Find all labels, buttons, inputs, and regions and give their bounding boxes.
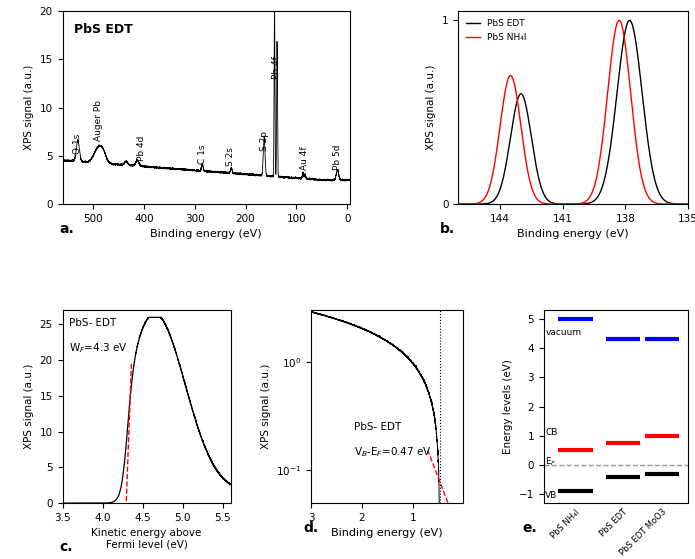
Y-axis label: XPS signal (a.u.): XPS signal (a.u.) xyxy=(427,65,436,150)
Y-axis label: XPS signal (a.u.): XPS signal (a.u.) xyxy=(261,364,270,449)
Text: Pb 4f: Pb 4f xyxy=(272,56,281,79)
Text: PbS- EDT: PbS- EDT xyxy=(354,422,401,432)
Text: e.: e. xyxy=(522,521,537,535)
Text: S 2s: S 2s xyxy=(226,146,235,165)
Text: PbS- EDT: PbS- EDT xyxy=(70,318,117,328)
Text: PbS EDT: PbS EDT xyxy=(598,508,630,539)
Y-axis label: XPS signal (a.u.): XPS signal (a.u.) xyxy=(24,65,34,150)
Text: Au 4f: Au 4f xyxy=(300,146,309,170)
Text: PbS NH₄I: PbS NH₄I xyxy=(549,508,582,540)
Text: PbS EDT MoO3: PbS EDT MoO3 xyxy=(618,508,669,558)
Text: C 1s: C 1s xyxy=(198,144,207,164)
Text: O 1s: O 1s xyxy=(73,134,82,154)
Legend: PbS EDT, PbS NH₄I: PbS EDT, PbS NH₄I xyxy=(463,16,530,45)
Text: b.: b. xyxy=(440,222,455,236)
X-axis label: Binding energy (eV): Binding energy (eV) xyxy=(517,229,629,239)
X-axis label: Kinetic energy above
Fermi level (eV): Kinetic energy above Fermi level (eV) xyxy=(92,528,202,550)
Text: Auger Pb: Auger Pb xyxy=(94,101,103,141)
Text: S 2p: S 2p xyxy=(260,131,269,151)
Text: VB: VB xyxy=(546,491,557,500)
X-axis label: Binding energy (eV): Binding energy (eV) xyxy=(332,528,443,538)
Text: Pb 5d: Pb 5d xyxy=(332,145,341,170)
X-axis label: Binding energy (eV): Binding energy (eV) xyxy=(150,229,262,239)
Text: PbS EDT: PbS EDT xyxy=(74,23,133,36)
Text: E$_F$: E$_F$ xyxy=(546,456,557,468)
Text: Pb 4d: Pb 4d xyxy=(137,135,146,160)
Text: a.: a. xyxy=(60,222,74,236)
Text: V$_{B}$-E$_F$=0.47 eV: V$_{B}$-E$_F$=0.47 eV xyxy=(354,445,432,459)
Y-axis label: Energy levels (eV): Energy levels (eV) xyxy=(503,359,513,454)
Text: d.: d. xyxy=(304,521,319,535)
Text: vacuum: vacuum xyxy=(546,328,582,337)
Text: W$_F$=4.3 eV: W$_F$=4.3 eV xyxy=(70,341,128,355)
Y-axis label: XPS signal (a.u.): XPS signal (a.u.) xyxy=(24,364,34,449)
Text: c.: c. xyxy=(59,541,73,555)
Text: CB: CB xyxy=(546,428,557,438)
